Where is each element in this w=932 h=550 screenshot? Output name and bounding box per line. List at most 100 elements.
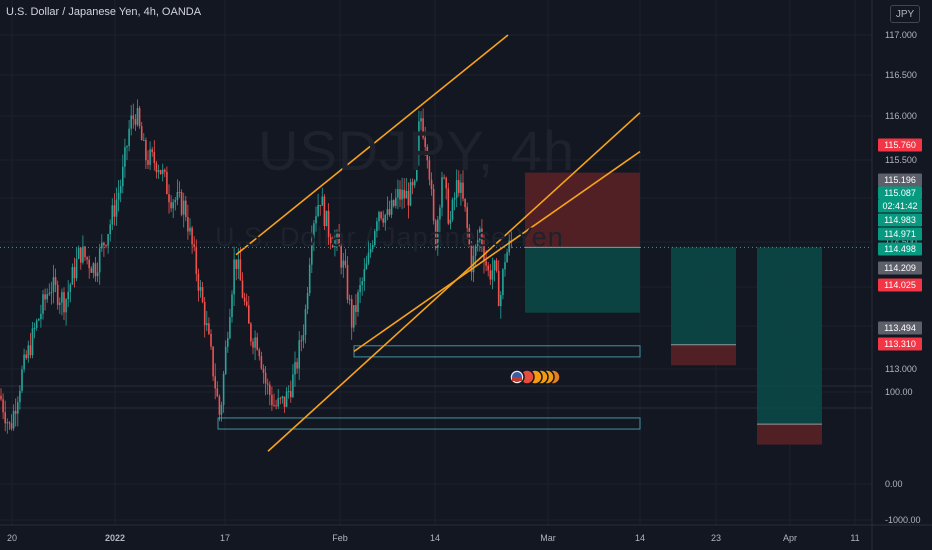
candle-body — [126, 146, 128, 148]
candle-body — [386, 209, 389, 215]
candle-body — [4, 412, 6, 424]
candle-body — [46, 294, 48, 300]
candle-body — [458, 180, 460, 193]
candle-body — [75, 258, 78, 279]
price-axis-label: 114.500 — [885, 237, 917, 247]
candle-body — [136, 108, 139, 125]
candle-body — [14, 410, 17, 414]
candle-body — [292, 374, 294, 398]
price-badge — [878, 261, 922, 275]
candle-body — [176, 191, 179, 201]
candle-body — [90, 268, 93, 273]
candle-body — [500, 295, 502, 307]
currency-button[interactable]: JPY — [890, 5, 920, 23]
candle-body — [229, 317, 231, 339]
candle-body — [367, 252, 370, 264]
candle-body — [189, 227, 191, 232]
candle-body — [214, 376, 216, 389]
price-axis-label: 115.500 — [885, 155, 917, 165]
candle-body — [416, 155, 418, 181]
time-axis-label: Apr — [783, 533, 797, 543]
candle-body — [325, 210, 328, 227]
target-zone[interactable] — [671, 247, 736, 345]
stop-zone[interactable] — [757, 424, 822, 445]
price-badge-label: 115.760 — [884, 140, 916, 150]
candle-body — [495, 260, 498, 271]
candle-body — [56, 284, 59, 305]
candle-body — [474, 245, 477, 256]
candle-body — [128, 128, 130, 147]
candle-body — [153, 152, 156, 164]
candle-body — [69, 284, 72, 292]
price-badge-label: 114.025 — [884, 280, 916, 290]
candle-body — [65, 299, 67, 313]
candle-body — [94, 263, 97, 277]
candle-body — [134, 119, 137, 125]
stop-zone[interactable] — [525, 172, 640, 248]
candle-body — [279, 398, 282, 400]
candle-body — [252, 341, 254, 348]
candle-body — [59, 302, 61, 305]
time-axis-label: 17 — [220, 533, 230, 543]
candle-body — [138, 108, 141, 127]
candle-body — [447, 188, 450, 224]
stop-zone[interactable] — [671, 344, 736, 366]
candle-body — [82, 246, 84, 263]
candle-body — [73, 267, 76, 279]
candle-body — [264, 372, 267, 384]
price-badge-label: 115.196 — [884, 175, 916, 185]
candle-body — [323, 196, 326, 227]
support-zone[interactable] — [217, 417, 641, 430]
candle-body — [338, 233, 340, 247]
support-zone[interactable] — [353, 345, 641, 358]
candle-body — [42, 294, 44, 314]
candle-body — [84, 246, 86, 258]
candle-body — [449, 219, 452, 224]
target-zone[interactable] — [757, 247, 822, 425]
candle-body — [19, 390, 21, 403]
candle-body — [476, 240, 479, 246]
candle-body — [191, 227, 193, 245]
candle-body — [199, 287, 202, 291]
candle-body — [233, 259, 235, 295]
candle-body — [117, 192, 120, 200]
candle-body — [132, 115, 135, 120]
trend-line[interactable] — [353, 150, 641, 353]
candle-body — [250, 323, 252, 342]
trend-line[interactable] — [235, 34, 509, 256]
candle-body — [164, 169, 166, 172]
candle-body — [346, 265, 349, 300]
candle-body — [52, 277, 55, 292]
time-axis-label: 11 — [850, 533, 859, 543]
candle-body — [369, 248, 372, 253]
candle-body — [361, 281, 363, 285]
candle-body — [174, 200, 177, 203]
candle-body — [359, 284, 361, 293]
candle-body — [254, 337, 256, 348]
candle-body — [319, 205, 321, 207]
candle-body — [0, 395, 2, 400]
candle-body — [287, 391, 290, 393]
candle-body — [245, 301, 248, 306]
candle-body — [344, 260, 347, 266]
candle-body — [365, 263, 368, 270]
candle-body — [35, 320, 38, 329]
candle-body — [388, 209, 391, 215]
target-zone[interactable] — [525, 247, 640, 313]
candle-body — [262, 368, 265, 373]
candle-body — [321, 196, 324, 206]
candle-body — [151, 149, 153, 153]
candle-body — [413, 180, 416, 186]
candle-body — [487, 265, 489, 271]
price-axis-label: -1000.00 — [885, 515, 921, 525]
candle-body — [63, 292, 65, 313]
candle-body — [407, 190, 410, 206]
candle-body — [306, 292, 309, 310]
price-axis-label: 116.000 — [885, 111, 917, 121]
candle-body — [115, 199, 118, 217]
candle-body — [378, 212, 380, 222]
candle-body — [111, 205, 114, 225]
candle-body — [350, 299, 353, 328]
